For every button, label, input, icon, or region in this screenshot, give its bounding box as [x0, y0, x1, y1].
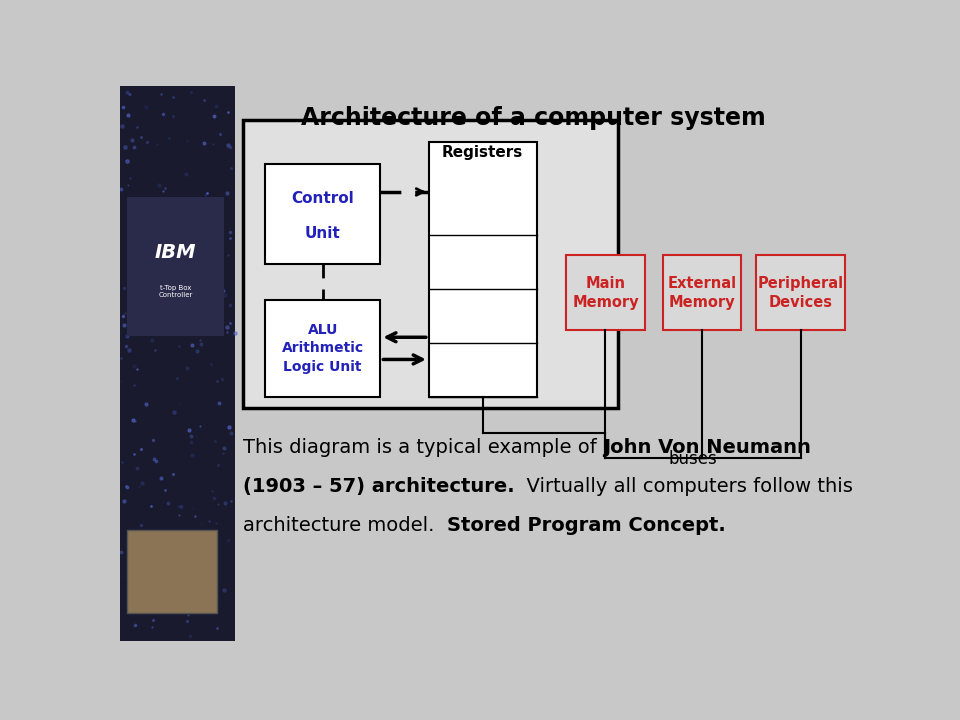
- Text: Peripheral
Devices: Peripheral Devices: [757, 276, 844, 310]
- Bar: [756, 256, 846, 330]
- Bar: [566, 256, 644, 330]
- Text: Control: Control: [292, 192, 354, 207]
- Bar: [429, 142, 537, 397]
- Text: buses: buses: [668, 449, 717, 467]
- Text: Registers: Registers: [442, 145, 523, 160]
- Text: (1903 – 57) architecture.: (1903 – 57) architecture.: [243, 477, 515, 496]
- Bar: [120, 86, 235, 641]
- Text: Unit: Unit: [305, 226, 341, 241]
- Bar: [128, 197, 224, 336]
- Text: This diagram is a typical example of: This diagram is a typical example of: [243, 438, 603, 457]
- Text: John Von Neumann: John Von Neumann: [603, 438, 810, 457]
- Bar: [243, 120, 618, 408]
- Text: IBM: IBM: [156, 243, 197, 262]
- Text: Stored Program Concept.: Stored Program Concept.: [446, 516, 726, 535]
- Text: Virtually all computers follow this: Virtually all computers follow this: [515, 477, 853, 496]
- Bar: [128, 530, 217, 613]
- Bar: [265, 300, 380, 397]
- Text: Main
Memory: Main Memory: [572, 276, 638, 310]
- Text: architecture model.: architecture model.: [243, 516, 446, 535]
- Bar: [663, 256, 741, 330]
- Text: ALU
Arithmetic
Logic Unit: ALU Arithmetic Logic Unit: [281, 323, 364, 374]
- Text: t-Top Box
Controller: t-Top Box Controller: [158, 285, 193, 298]
- Text: Architecture of a computer system: Architecture of a computer system: [300, 106, 765, 130]
- Bar: [265, 164, 380, 264]
- Text: External
Memory: External Memory: [667, 276, 736, 310]
